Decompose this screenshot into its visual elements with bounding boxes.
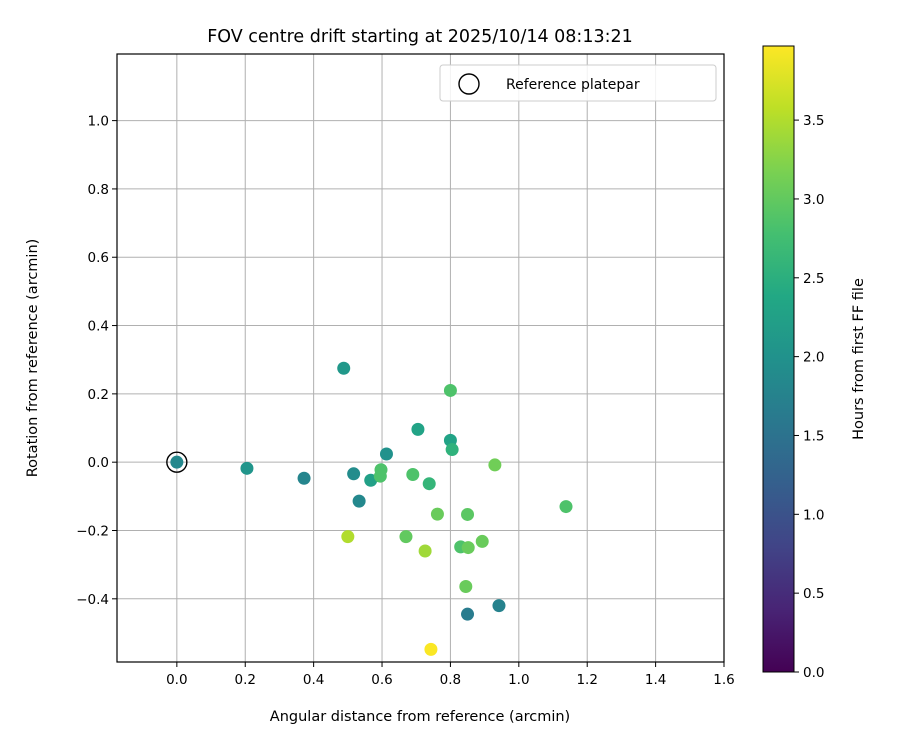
data-point [422, 477, 436, 491]
data-point [406, 467, 420, 481]
legend: Reference platepar [439, 64, 717, 102]
data-point [240, 461, 254, 475]
colorbar-tick-label: 1.5 [803, 428, 824, 444]
data-point [461, 607, 475, 621]
scatter-points [170, 361, 573, 656]
colorbar-tick-label: 3.5 [803, 113, 824, 129]
reference-platepar-marker [166, 451, 188, 473]
y-axis-label: Rotation from reference (arcmin) [25, 239, 41, 478]
y-tick-label: 0.0 [88, 455, 109, 471]
y-tick-label: 1.0 [88, 114, 109, 130]
data-point [170, 455, 184, 469]
y-tick-label: −0.2 [76, 523, 109, 539]
plot-frame [116, 53, 725, 663]
data-point [430, 507, 444, 521]
x-tick-label: 1.4 [645, 672, 666, 688]
data-point [461, 541, 475, 555]
legend-reference-marker [458, 73, 480, 95]
y-tick-label: 0.8 [88, 182, 109, 198]
chart-title: FOV centre drift starting at 2025/10/14 … [207, 27, 633, 47]
data-point [445, 443, 459, 457]
data-point [418, 544, 432, 558]
y-tick-label: 0.6 [88, 250, 109, 266]
data-point [492, 599, 506, 613]
x-axis-ticks: 0.0 0.2 0.4 0.6 0.8 1.0 1.2 1.4 1.6 [166, 662, 735, 688]
x-tick-label: 0.6 [371, 672, 392, 688]
data-point [424, 642, 438, 656]
data-point [411, 422, 425, 436]
reference-marker-layer [166, 451, 188, 473]
data-point [559, 500, 573, 514]
data-point [399, 530, 413, 544]
data-point [352, 494, 366, 508]
y-tick-label: 0.4 [88, 319, 109, 335]
x-tick-label: 0.8 [440, 672, 461, 688]
colorbar-tick-label: 0.0 [803, 665, 824, 681]
data-point [379, 447, 393, 461]
data-point [475, 534, 489, 548]
x-tick-label: 1.6 [713, 672, 734, 688]
colorbar-gradient [762, 45, 795, 673]
data-point [488, 458, 502, 472]
x-tick-label: 0.0 [166, 672, 187, 688]
x-tick-label: 0.2 [234, 672, 255, 688]
y-tick-label: −0.4 [76, 592, 109, 608]
y-tick-label: 0.2 [88, 387, 109, 403]
x-axis-label: Angular distance from reference (arcmin) [270, 709, 570, 725]
colorbar-label: Hours from first FF file [851, 278, 867, 440]
data-point [443, 383, 457, 397]
x-tick-label: 1.2 [576, 672, 597, 688]
colorbar-tick-label: 0.5 [803, 586, 824, 602]
colorbar-tick-label: 1.0 [803, 507, 824, 523]
data-point [297, 471, 311, 485]
x-tick-label: 0.4 [303, 672, 324, 688]
legend-box [439, 64, 717, 102]
data-point [347, 467, 361, 481]
colorbar-tick-label: 2.0 [803, 350, 824, 366]
colorbar-tick-label: 2.5 [803, 271, 824, 287]
y-axis-ticks: −0.4 −0.2 0.0 0.2 0.4 0.6 0.8 1.0 [76, 114, 117, 608]
colorbar-ticks: 0.0 0.5 1.0 1.5 2.0 2.5 3.0 3.5 [794, 113, 824, 681]
data-point [341, 530, 355, 544]
colorbar: 0.0 0.5 1.0 1.5 2.0 2.5 3.0 3.5 Hours from firs… [762, 45, 867, 681]
data-point [461, 507, 475, 521]
data-point [337, 361, 351, 375]
legend-entry-reference: Reference platepar [506, 77, 640, 93]
x-tick-label: 1.0 [508, 672, 529, 688]
data-point [459, 580, 473, 594]
colorbar-tick-label: 3.0 [803, 192, 824, 208]
data-point [374, 463, 388, 477]
